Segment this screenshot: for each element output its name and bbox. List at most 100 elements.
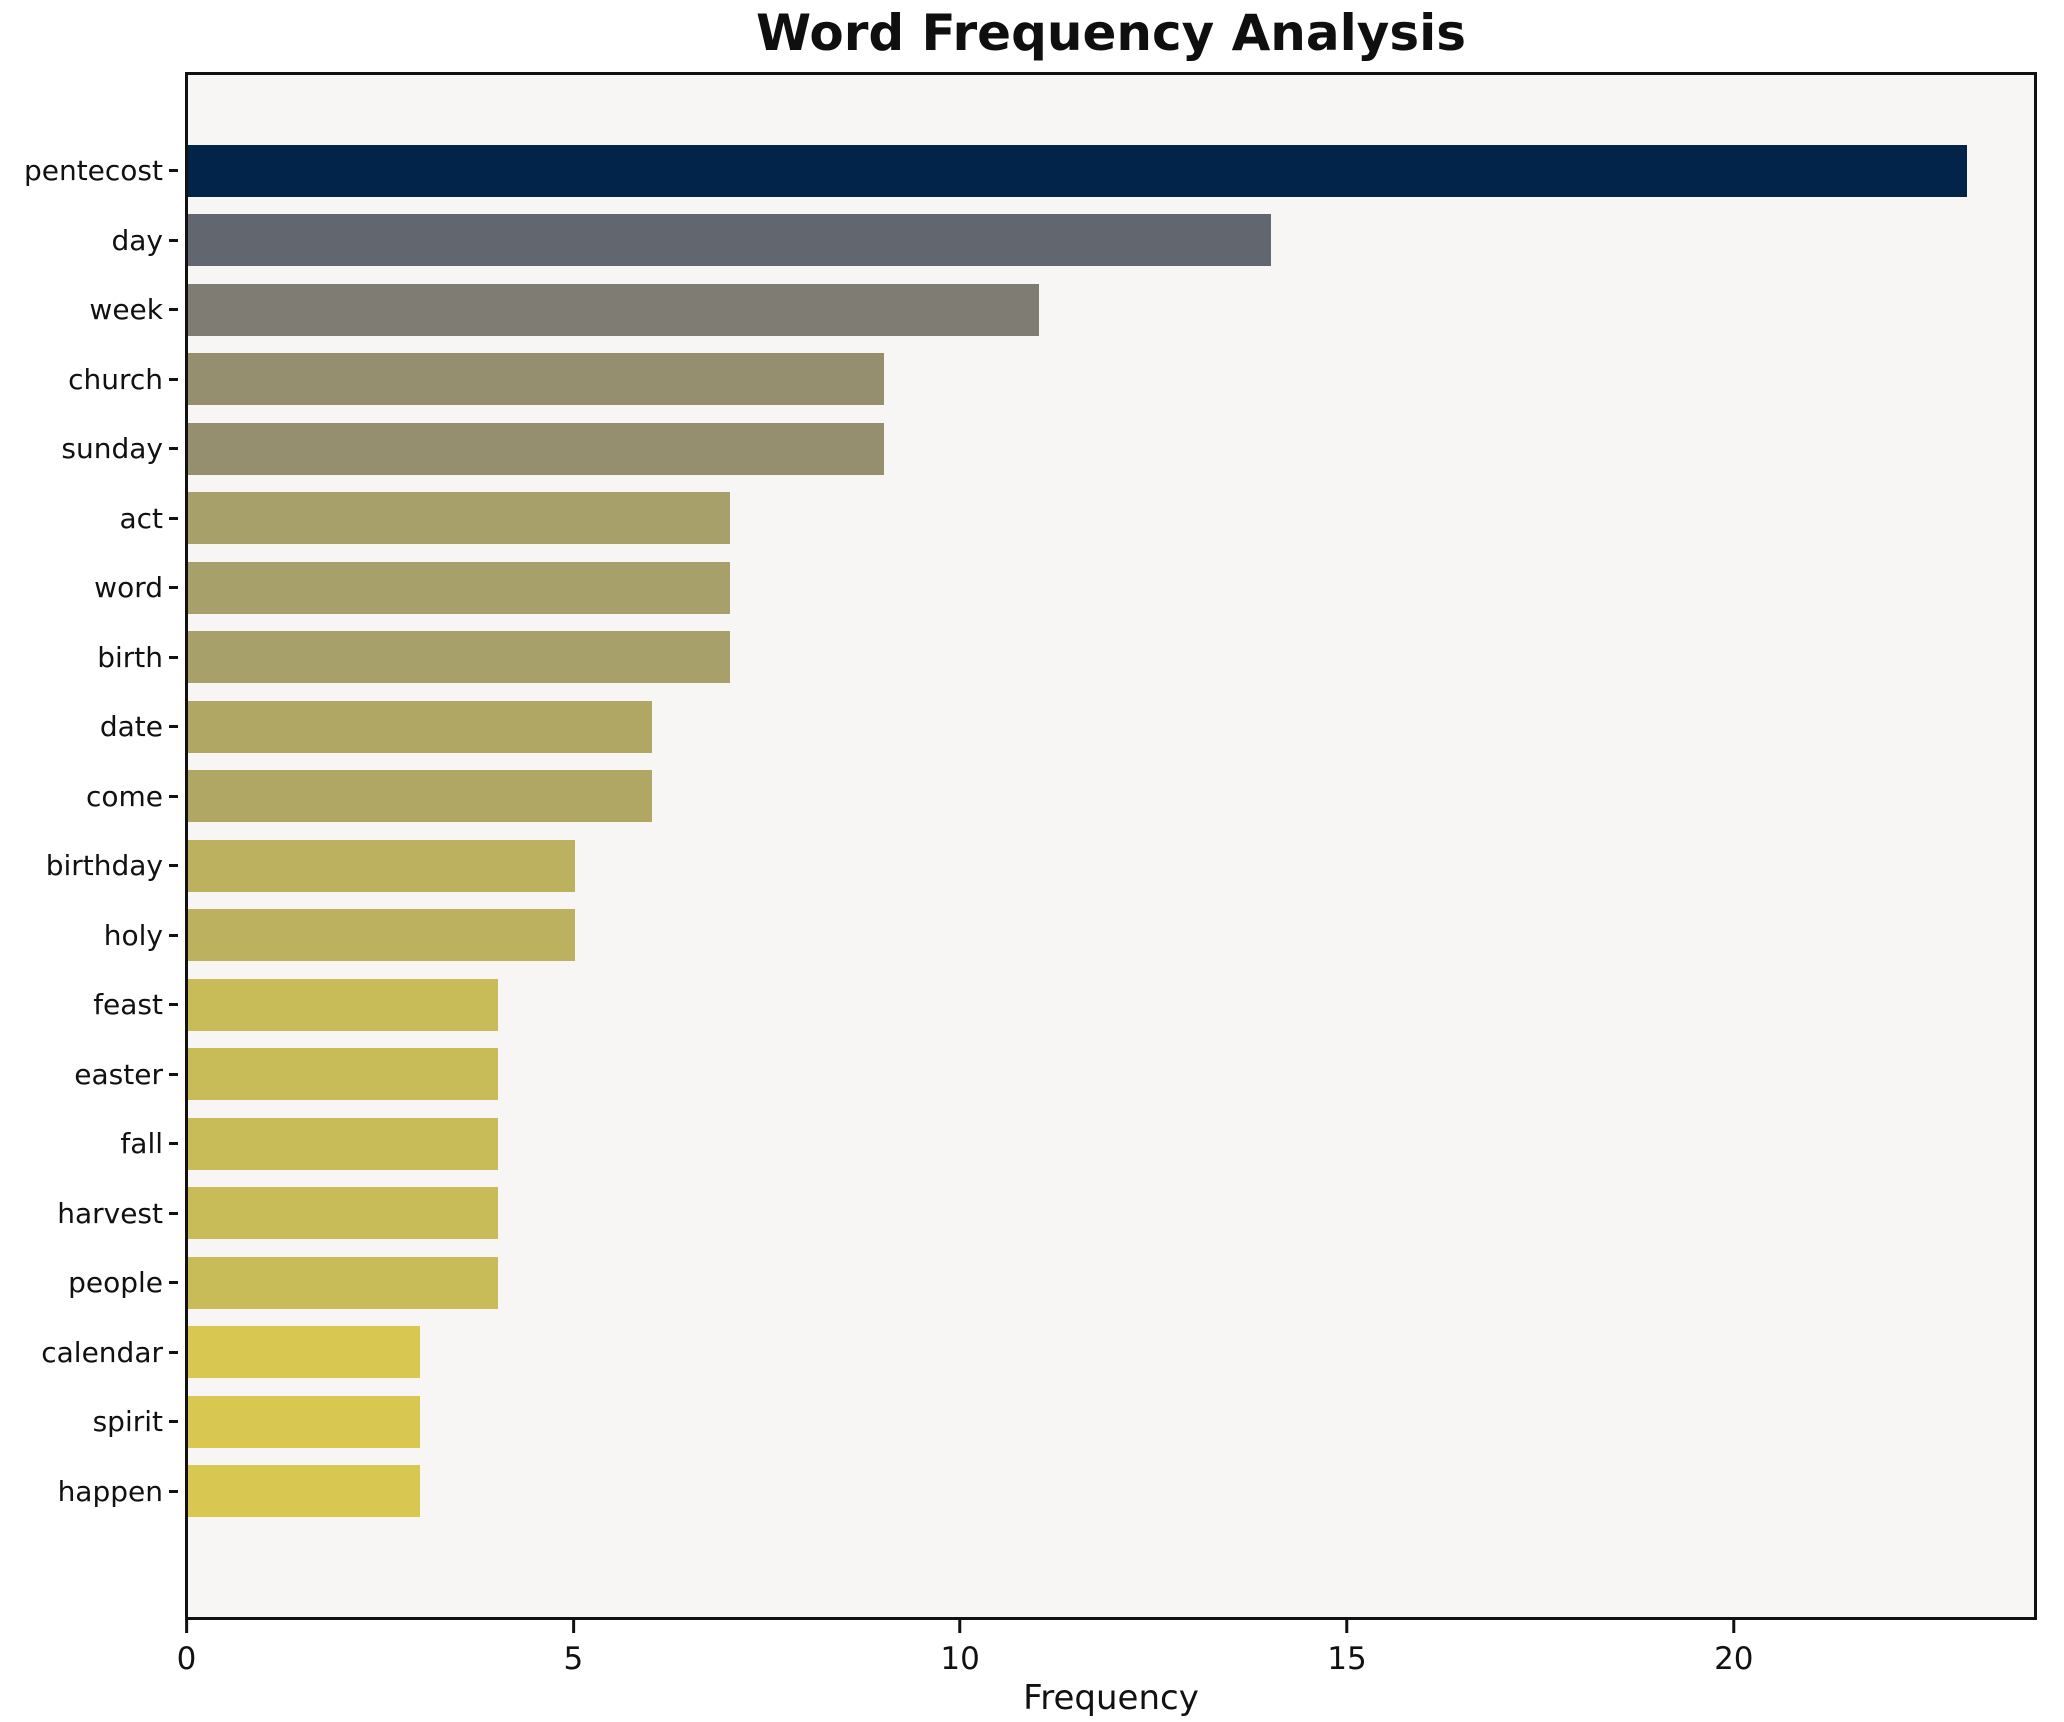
y-axis-label: week xyxy=(89,293,163,327)
y-tick-mark xyxy=(169,1489,178,1493)
bar-slot xyxy=(188,1048,2037,1101)
y-tick-mark xyxy=(169,308,178,312)
y-tick-mark xyxy=(169,933,178,937)
y-tick-mark xyxy=(169,655,178,659)
y-axis-label: word xyxy=(94,571,163,605)
frequency-bar xyxy=(188,1187,498,1240)
y-axis-label: easter xyxy=(74,1057,163,1091)
frequency-bar xyxy=(188,214,1272,267)
bar-slot xyxy=(188,978,2037,1031)
y-tick-mark xyxy=(169,794,178,798)
frequency-bar xyxy=(188,492,730,545)
y-tick-mark xyxy=(169,1211,178,1215)
x-tick-mark xyxy=(1732,1620,1736,1633)
y-axis-label: people xyxy=(68,1266,163,1300)
frequency-bar xyxy=(188,631,730,684)
frequency-bar xyxy=(188,1465,421,1518)
y-tick-mark xyxy=(169,864,178,868)
x-tick: 0 xyxy=(176,1620,197,1677)
y-axis-label: act xyxy=(119,501,163,535)
bar-slot xyxy=(188,144,2037,197)
y-axis-label: day xyxy=(111,223,163,257)
bar-row: birth xyxy=(0,623,2040,693)
y-axis-label: fall xyxy=(120,1127,163,1161)
x-tick: 10 xyxy=(940,1620,980,1677)
y-axis-label: harvest xyxy=(57,1196,163,1230)
bar-row: harvest xyxy=(0,1179,2040,1249)
x-tick-label: 5 xyxy=(563,1641,584,1677)
y-axis-label: happen xyxy=(57,1474,163,1508)
y-tick-mark xyxy=(169,586,178,590)
y-axis-label: come xyxy=(85,779,163,813)
y-tick-mark xyxy=(169,1003,178,1007)
x-tick-label: 0 xyxy=(176,1641,197,1677)
bar-slot xyxy=(188,353,2037,406)
frequency-bar xyxy=(188,1117,498,1170)
bar-slot xyxy=(188,631,2037,684)
bar-row: birthday xyxy=(0,831,2040,901)
bar-slot xyxy=(188,909,2037,962)
y-axis-label: date xyxy=(99,710,163,744)
bar-row: holy xyxy=(0,901,2040,971)
bar-row: easter xyxy=(0,1040,2040,1110)
y-axis-label: holy xyxy=(103,918,163,952)
bar-row: week xyxy=(0,275,2040,345)
bar-slot xyxy=(188,1326,2037,1379)
frequency-bar xyxy=(188,1256,498,1309)
bar-slot xyxy=(188,1117,2037,1170)
bar-row: come xyxy=(0,762,2040,832)
x-tick: 5 xyxy=(563,1620,583,1677)
y-axis-label: sunday xyxy=(61,432,163,466)
y-tick-mark xyxy=(169,1281,178,1285)
bar-row: pentecost xyxy=(0,136,2040,206)
bar-slot xyxy=(188,283,2037,336)
x-tick: 15 xyxy=(1327,1620,1367,1677)
y-tick-mark xyxy=(169,1350,178,1354)
frequency-bar xyxy=(188,144,1968,197)
frequency-bar xyxy=(188,770,653,823)
frequency-bar xyxy=(188,561,730,614)
x-tick-mark xyxy=(958,1620,962,1633)
frequency-bar xyxy=(188,700,653,753)
bar-slot xyxy=(188,1465,2037,1518)
bar-slot xyxy=(188,214,2037,267)
bar-slot xyxy=(188,700,2037,753)
x-tick: 20 xyxy=(1714,1620,1754,1677)
frequency-bar xyxy=(188,422,885,475)
y-axis-label: feast xyxy=(93,988,163,1022)
y-axis-label: pentecost xyxy=(23,154,163,188)
bar-row: feast xyxy=(0,970,2040,1040)
x-tick-label: 15 xyxy=(1327,1641,1367,1677)
bar-row: sunday xyxy=(0,414,2040,484)
bar-row: day xyxy=(0,206,2040,276)
frequency-bar xyxy=(188,1395,421,1448)
bar-row: happen xyxy=(0,1457,2040,1527)
y-tick-mark xyxy=(169,377,178,381)
bar-row: calendar xyxy=(0,1318,2040,1388)
y-axis-label: birthday xyxy=(45,849,163,883)
y-tick-mark xyxy=(169,1142,178,1146)
bar-row: word xyxy=(0,553,2040,623)
x-tick-mark xyxy=(571,1620,575,1633)
y-axis-label: birth xyxy=(97,640,163,674)
bar-row: fall xyxy=(0,1109,2040,1179)
y-axis-label: church xyxy=(68,362,163,396)
y-tick-mark xyxy=(169,1072,178,1076)
bar-slot xyxy=(188,1187,2037,1240)
frequency-bar xyxy=(188,909,575,962)
bar-slot xyxy=(188,770,2037,823)
bar-rows-container: pentecost day week church sunday ac xyxy=(0,72,2040,1620)
bar-row: people xyxy=(0,1248,2040,1318)
frequency-bar xyxy=(188,978,498,1031)
x-axis-label: Frequency xyxy=(1023,1678,1199,1718)
frequency-bar xyxy=(188,1326,421,1379)
bar-slot xyxy=(188,839,2037,892)
frequency-bar xyxy=(188,839,575,892)
frequency-bar xyxy=(188,1048,498,1101)
bar-row: church xyxy=(0,345,2040,415)
bar-slot xyxy=(188,492,2037,545)
frequency-bar xyxy=(188,283,1040,336)
bar-slot xyxy=(188,1256,2037,1309)
y-tick-mark xyxy=(169,447,178,451)
